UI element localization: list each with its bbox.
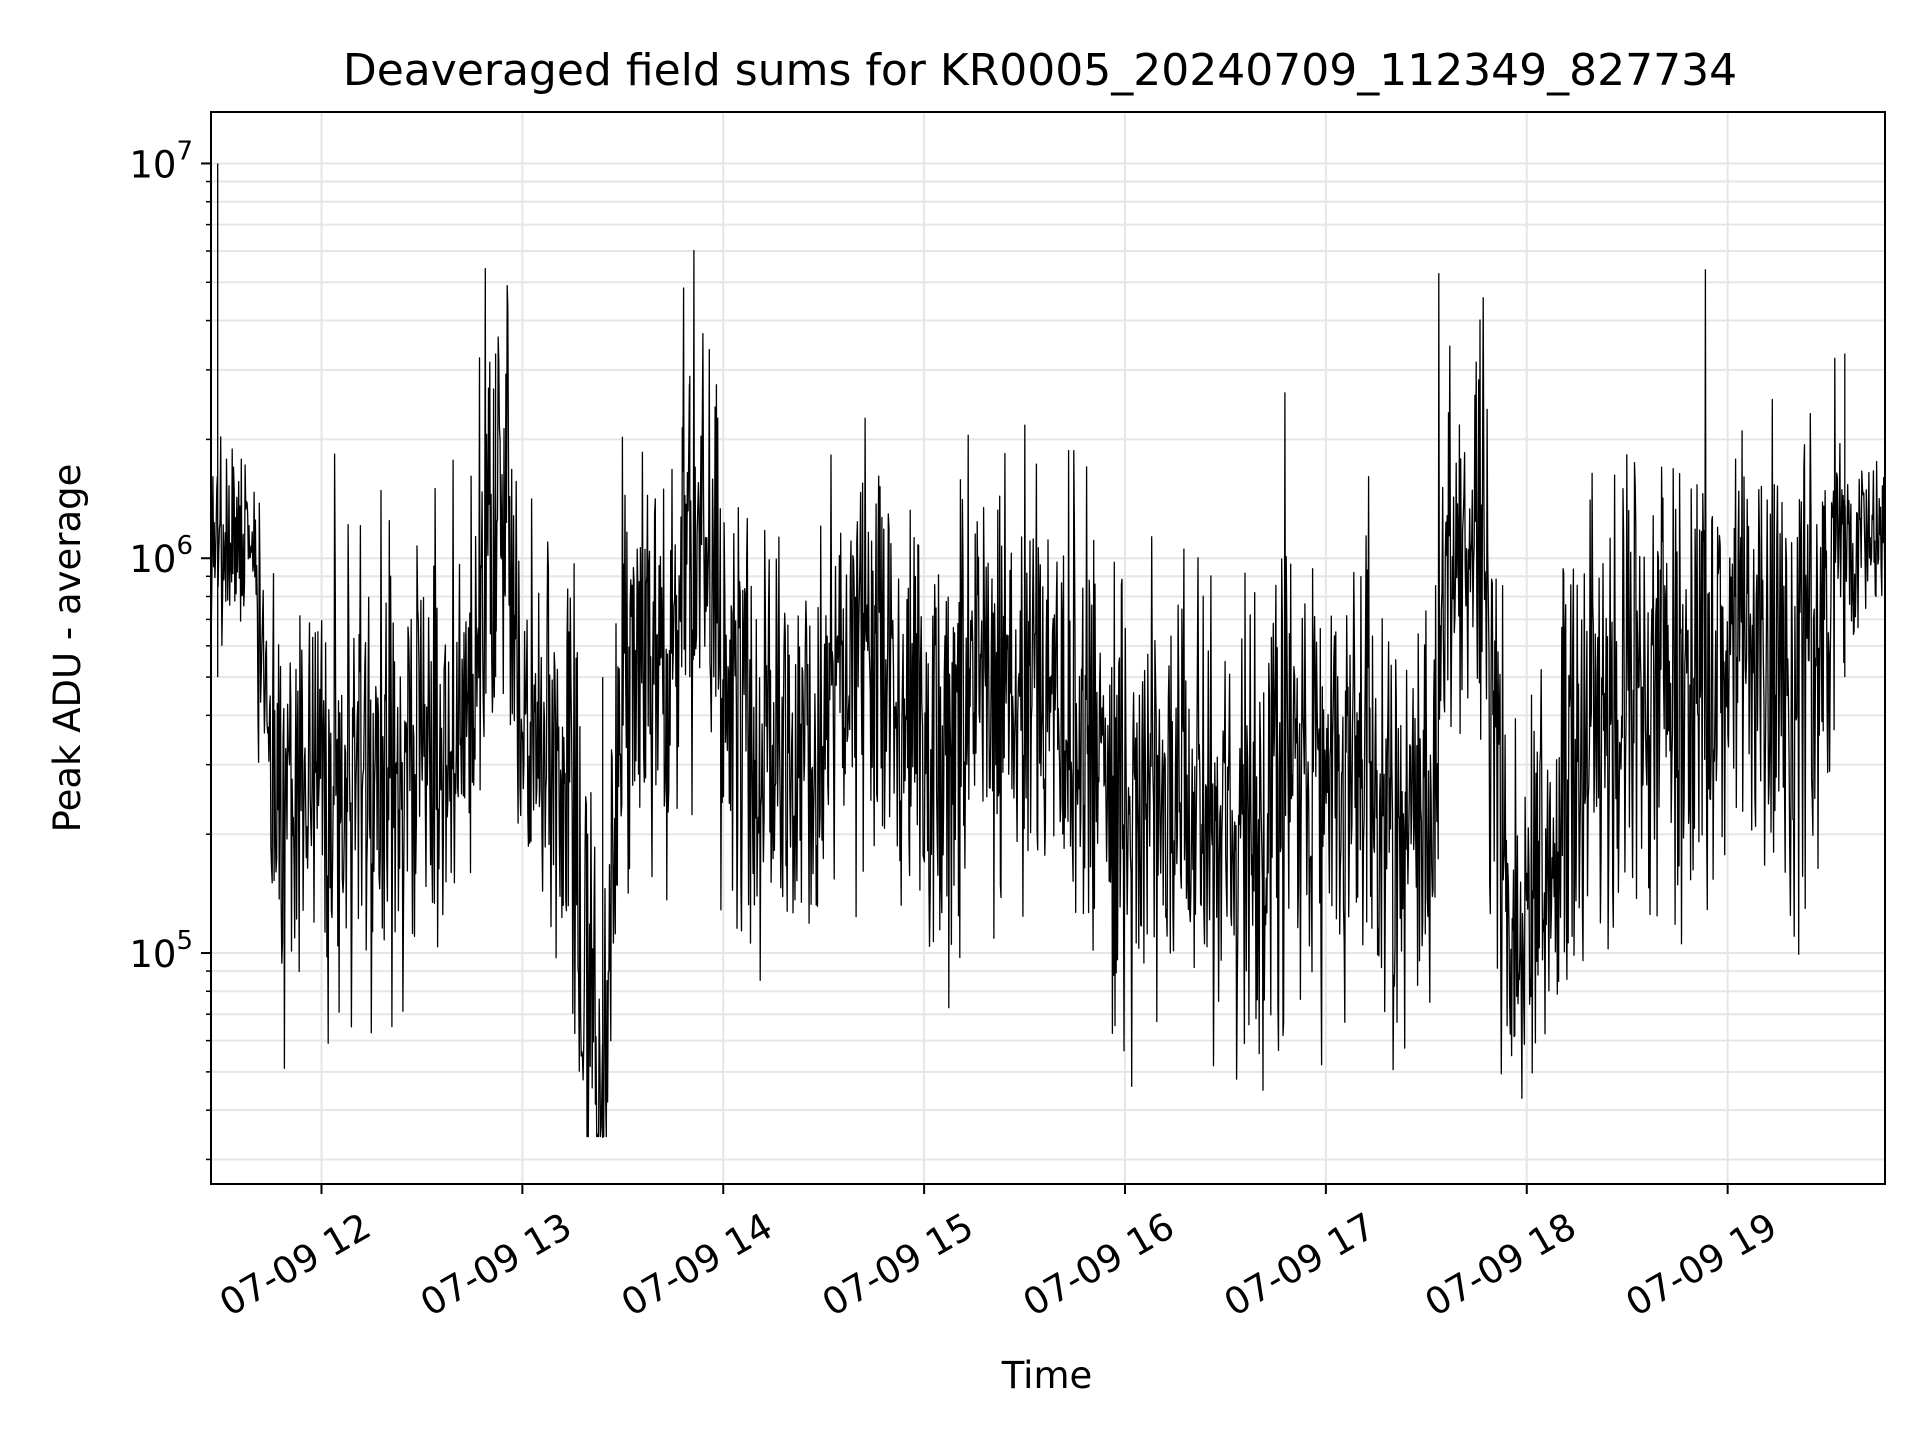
plot-frame — [210, 111, 1886, 1185]
series-layer — [210, 163, 1886, 1138]
y-tick-exponent: 5 — [176, 926, 193, 956]
series-line-0 — [210, 163, 1886, 1138]
x-axis-label: Time — [1001, 1354, 1093, 1397]
y-tick-exponent: 6 — [176, 531, 193, 561]
y-tick-exponent: 7 — [176, 136, 193, 166]
y-axis-label: Peak ADU - average — [46, 464, 89, 833]
y-tick-label: 105 — [129, 926, 193, 976]
y-tick-label: 106 — [129, 531, 193, 581]
chart-title: Deaveraged field sums for KR0005_2024070… — [343, 45, 1737, 96]
